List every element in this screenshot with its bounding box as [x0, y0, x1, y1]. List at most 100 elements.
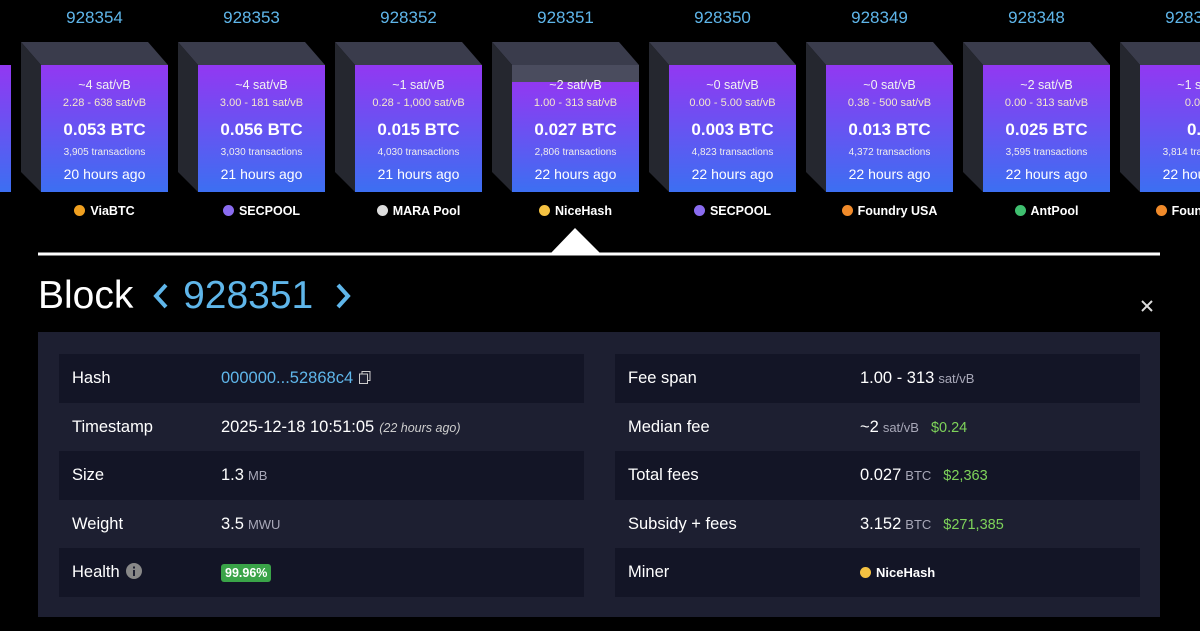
value: 1.3	[221, 466, 244, 484]
row-label: Miner	[628, 563, 670, 581]
total-fees: 0.01	[1186, 120, 1200, 139]
block-height: 928347	[1165, 8, 1200, 27]
block-strip: 928354 ~4 sat/vB 2.28 - 638 sat/vB 0.053 BT…	[0, 0, 1200, 260]
block[interactable]: 928352 ~1 sat/vB 0.28 - 1,000 sat/vB 0.015 …	[314, 0, 482, 230]
close-button[interactable]	[1140, 299, 1154, 313]
miner-icon	[376, 205, 388, 216]
block[interactable]: 928354 ~4 sat/vB 2.28 - 638 sat/vB 0.053 BT…	[0, 0, 168, 230]
fiat-value: $0.24	[930, 419, 968, 436]
selected-pointer	[550, 228, 601, 254]
block[interactable]: 928353 ~4 sat/vB 3.00 - 181 sat/vB 0.056 BT…	[157, 0, 325, 230]
detail-row: Total fees 0.027 BTC $2,363	[615, 451, 1140, 500]
median-fee: ~1 sat/vB	[1177, 78, 1200, 92]
row-value: 3.5 MWU	[221, 515, 280, 534]
miner-icon	[1155, 205, 1167, 216]
miner-icon	[222, 205, 234, 216]
miner-name: SECPOOL	[238, 204, 301, 218]
block-face: ~2 sat/vB 1.00 - 313 sat/vB 0.027 BTC 2,806…	[512, 65, 639, 192]
detail-row: Median fee ~2 sat/vB $0.24	[615, 403, 1140, 452]
value-unit: BTC	[905, 468, 932, 483]
block-face: ~0 sat/vB 0.38 - 500 sat/vB 0.013 BTC 4,372…	[826, 65, 953, 192]
median-fee: ~0 sat/vB	[706, 78, 759, 92]
detail-row: Timestamp 2025-12-18 10:51:05 (22 hours ag…	[59, 403, 584, 452]
tx-count: 3,905 transactions	[63, 147, 146, 158]
details-panel: Hash 000000...52868c4 Timestamp 2025-12-18 …	[38, 332, 1160, 617]
value: 1.00 - 313	[860, 369, 935, 387]
miner-name: AntPool	[1030, 204, 1079, 218]
block-cube	[963, 42, 1110, 192]
block-time: 22 hours ago	[1162, 166, 1200, 182]
copy-icon[interactable]	[359, 371, 371, 384]
details-left: Hash 000000...52868c4 Timestamp 2025-12-18 …	[59, 354, 584, 597]
median-fee: ~4 sat/vB	[78, 78, 131, 92]
fee-range: 2.28 - 638 sat/vB	[62, 97, 147, 109]
fee-range: 0.38 - 500 sat/vB	[847, 97, 932, 109]
miner-name: Foundry USA	[857, 204, 938, 218]
tx-count: 3,595 transactions	[1005, 147, 1088, 158]
detail-row: Hash 000000...52868c4	[59, 354, 584, 403]
info-icon[interactable]	[125, 563, 142, 579]
median-fee: ~2 sat/vB	[1020, 78, 1073, 92]
block-face: ~4 sat/vB 2.28 - 638 sat/vB 0.053 BTC 3,905…	[41, 65, 168, 192]
detail-row: Health 99.96%	[59, 548, 584, 597]
block-cube	[806, 42, 953, 192]
miner-name: MARA Pool	[392, 204, 461, 218]
detail-row: Size 1.3 MB	[59, 451, 584, 500]
miner: SECPOOL	[649, 204, 816, 218]
value-unit: MWU	[247, 516, 281, 532]
block-time: 21 hours ago	[220, 166, 303, 182]
row-value: 000000...52868c4	[221, 369, 371, 388]
miner-name: NiceHash	[876, 565, 936, 580]
row-value: 1.3 MB	[221, 466, 267, 485]
block-partial[interactable]	[0, 65, 11, 192]
median-fee: ~4 sat/vB	[235, 78, 288, 92]
block[interactable]: 928349 ~0 sat/vB 0.38 - 500 sat/vB 0.013 BT…	[785, 0, 953, 230]
miner-name: ViaBTC	[90, 204, 135, 218]
block[interactable]: 928350 ~0 sat/vB 0.00 - 5.00 sat/vB 0.003 B…	[628, 0, 796, 230]
tx-count: 3,030 transactions	[220, 147, 303, 158]
fiat-value: $271,385	[943, 516, 1004, 533]
value: 3.152	[860, 514, 902, 533]
tx-count: 2,806 transactions	[534, 147, 617, 158]
block[interactable]: 928351 ~2 sat/vB 1.00 - 313 sat/vB 0.027 BT…	[471, 0, 639, 230]
tx-count: 3,814 transactions	[1162, 147, 1200, 158]
miner-icon	[74, 205, 86, 216]
detail-row: Miner NiceHash	[615, 548, 1140, 597]
miner-icon	[693, 205, 705, 216]
value-note: (22 hours ago)	[379, 420, 461, 435]
block-height: 928350	[694, 8, 751, 27]
block[interactable]: 928348 ~2 sat/vB 0.00 - 313 sat/vB 0.025 BT…	[942, 0, 1110, 230]
block-cube	[492, 42, 639, 192]
value: 0.027	[860, 466, 902, 484]
row-label: Median fee	[628, 417, 710, 436]
block-face: ~4 sat/vB 3.00 - 181 sat/vB 0.056 BTC 3,030…	[198, 65, 325, 192]
miner: NiceHash	[492, 204, 659, 218]
prev-block[interactable]	[150, 281, 172, 311]
fee-range: 0.00 - 313 sat/vB	[1004, 97, 1089, 109]
detail-row: Weight 3.5 MWU	[59, 500, 584, 549]
block-cube	[1120, 42, 1200, 192]
row-label: Total fees	[628, 466, 699, 484]
value-unit: BTC	[905, 516, 932, 532]
total-fees: 0.003 BTC	[691, 120, 774, 139]
health-badge: 99.96%	[221, 564, 272, 582]
block-height: 928352	[380, 8, 437, 27]
block-height: 928349	[851, 8, 908, 27]
row-value: 1.00 - 313 sat/vB	[860, 369, 974, 388]
block-face: ~2 sat/vB 0.00 - 313 sat/vB 0.025 BTC 3,595…	[983, 65, 1110, 192]
miner: SECPOOL	[178, 204, 345, 218]
block-time: 22 hours ago	[534, 166, 617, 182]
next-block[interactable]	[332, 281, 354, 311]
row-label: Weight	[72, 514, 124, 533]
block-face: ~0 sat/vB 0.00 - 5.00 sat/vB 0.003 BTC 4,82…	[669, 65, 796, 192]
miner-name: NiceHash	[555, 204, 612, 218]
miner-icon	[539, 205, 550, 216]
total-fees: 0.027 BTC	[534, 120, 617, 139]
block-height: 928351	[537, 8, 594, 27]
block[interactable]: 928347 ~1 sat/vB 0.00 - 1 0.01 3,814 transac…	[1099, 0, 1200, 230]
selection	[38, 228, 1160, 256]
value: 000000...52868c4	[221, 369, 354, 387]
tx-count: 4,030 transactions	[377, 147, 460, 158]
value: 2025-12-18 10:51:05	[221, 417, 375, 436]
block-time: 22 hours ago	[691, 166, 774, 182]
